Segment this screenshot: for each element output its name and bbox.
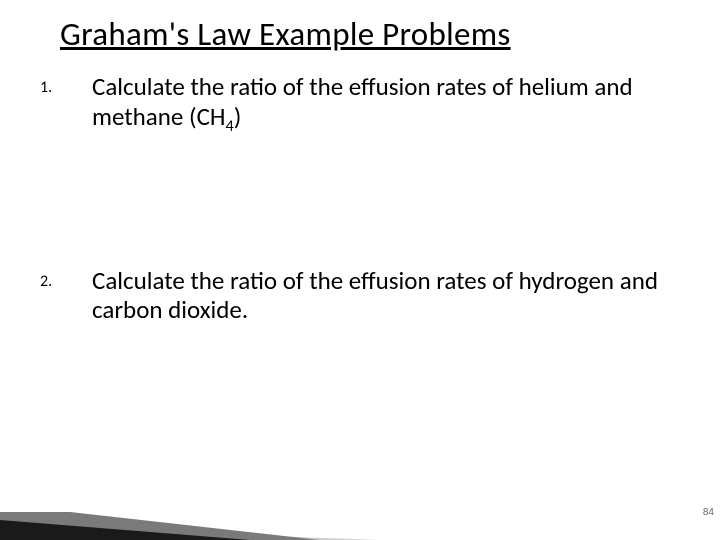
item-text: Calculate the ratio of the effusion rate… [92, 266, 680, 325]
slide-decoration [0, 488, 380, 540]
list-item: 1. Calculate the ratio of the effusion r… [40, 72, 680, 136]
slide: Graham's Law Example Problems 1. Calcula… [0, 0, 720, 540]
item-number: 2. [40, 266, 92, 291]
list-item: 2. Calculate the ratio of the effusion r… [40, 266, 680, 325]
page-number: 84 [703, 507, 714, 518]
problem-list: 1. Calculate the ratio of the effusion r… [40, 72, 680, 325]
item-number: 1. [40, 72, 92, 97]
slide-title: Graham's Law Example Problems [60, 14, 680, 54]
item-text: Calculate the ratio of the effusion rate… [92, 72, 680, 136]
